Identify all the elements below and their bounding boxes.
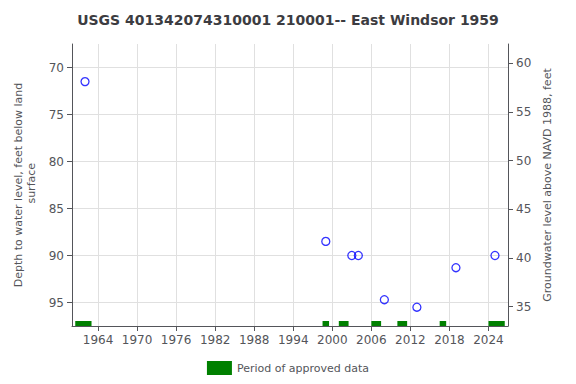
svg-text:80: 80	[49, 155, 64, 169]
svg-text:1994: 1994	[278, 333, 309, 347]
svg-text:surface: surface	[25, 163, 38, 207]
svg-text:Depth to water level, feet bel: Depth to water level, feet below land	[12, 83, 25, 288]
svg-text:Groundwater level above NAVD 1: Groundwater level above NAVD 1988, feet	[541, 68, 554, 302]
svg-text:1988: 1988	[239, 333, 270, 347]
svg-text:75: 75	[49, 108, 64, 122]
svg-text:90: 90	[49, 249, 64, 263]
svg-text:1982: 1982	[200, 333, 231, 347]
svg-text:1964: 1964	[83, 333, 114, 347]
svg-text:60: 60	[516, 56, 531, 70]
svg-text:2000: 2000	[317, 333, 348, 347]
svg-text:Period of approved data: Period of approved data	[237, 362, 369, 375]
svg-text:2018: 2018	[434, 333, 465, 347]
svg-text:35: 35	[516, 300, 531, 314]
svg-text:70: 70	[49, 61, 64, 75]
svg-text:1970: 1970	[122, 333, 153, 347]
svg-text:45: 45	[516, 202, 531, 216]
svg-text:2024: 2024	[473, 333, 504, 347]
svg-text:2006: 2006	[356, 333, 387, 347]
svg-text:95: 95	[49, 296, 64, 310]
svg-text:2012: 2012	[395, 333, 426, 347]
svg-text:85: 85	[49, 202, 64, 216]
svg-text:40: 40	[516, 251, 531, 265]
svg-text:USGS 401342074310001 210001--: USGS 401342074310001 210001-- East Winds…	[77, 12, 499, 28]
svg-text:50: 50	[516, 154, 531, 168]
svg-text:1976: 1976	[161, 333, 192, 347]
svg-text:55: 55	[516, 105, 531, 119]
